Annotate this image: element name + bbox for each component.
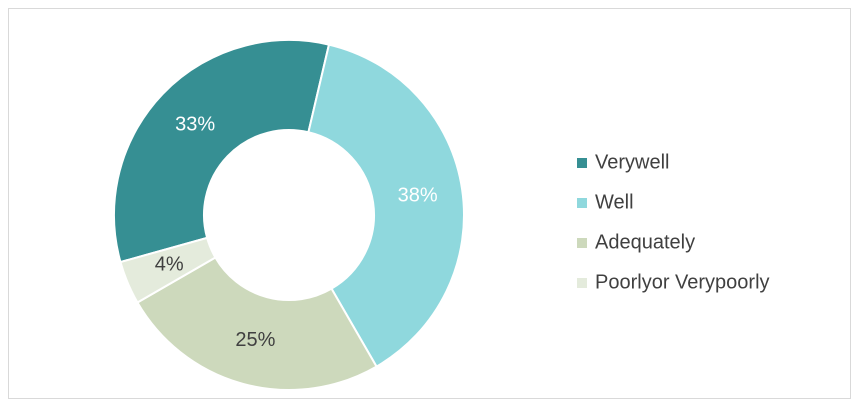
donut-slice <box>307 43 465 368</box>
legend-label: Well <box>595 191 634 213</box>
data-label: 4% <box>155 254 184 276</box>
legend-swatch <box>577 278 587 288</box>
legend-label: Adequately <box>595 231 695 253</box>
legend-label: Verywell <box>595 151 669 173</box>
data-label: 25% <box>235 329 275 351</box>
legend-swatch <box>577 158 587 168</box>
legend-swatch <box>577 198 587 208</box>
data-label: 33% <box>175 113 215 135</box>
donut-slice <box>136 256 378 391</box>
data-label: 38% <box>398 184 438 206</box>
legend-swatch <box>577 238 587 248</box>
donut-slice <box>113 39 331 264</box>
legend-label: Poorlyor Verypoorly <box>595 271 770 293</box>
donut-slice <box>119 236 217 304</box>
